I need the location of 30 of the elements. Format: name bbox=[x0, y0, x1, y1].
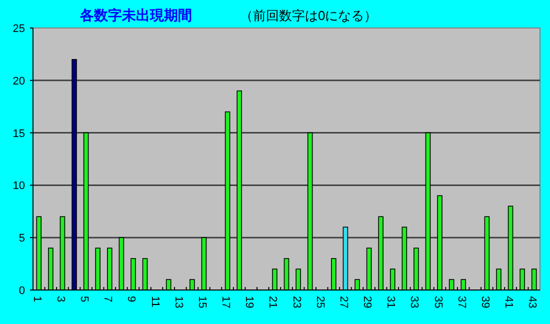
x-tick-label: 21 bbox=[266, 296, 279, 308]
x-tick-label: 19 bbox=[243, 296, 256, 308]
x-tick-label: 25 bbox=[314, 296, 326, 308]
x-tick-label: 17 bbox=[220, 296, 232, 308]
x-tick-label: 1 bbox=[30, 296, 43, 302]
x-tick-label: 29 bbox=[361, 296, 374, 308]
x-tick-label: 43 bbox=[526, 296, 538, 308]
x-tick-label: 41 bbox=[502, 296, 515, 308]
x-tick-label: 9 bbox=[125, 296, 138, 302]
x-tick-label: 33 bbox=[408, 296, 420, 308]
y-tick-label: 5 bbox=[18, 232, 25, 245]
x-tick-label: 27 bbox=[337, 296, 350, 308]
y-tick-label: 10 bbox=[12, 180, 25, 192]
x-tick-label: 35 bbox=[432, 296, 444, 308]
x-tick-label: 37 bbox=[455, 296, 468, 308]
x-tick-label: 15 bbox=[196, 296, 208, 308]
x-tick-label: 5 bbox=[78, 296, 90, 302]
y-tick-label: 15 bbox=[12, 128, 25, 140]
x-tick-label: 31 bbox=[384, 296, 397, 308]
x-tick-label: 23 bbox=[290, 296, 302, 308]
x-tick-label: 39 bbox=[478, 296, 491, 308]
x-tick-label: 3 bbox=[54, 296, 66, 302]
y-tick-label: 0 bbox=[18, 285, 25, 297]
x-tick-label: 11 bbox=[148, 296, 161, 308]
y-tick-label: 20 bbox=[12, 75, 25, 88]
chart-subtitle: （前回数字は0になる） bbox=[240, 8, 378, 23]
chart-title: 各数字未出現期間 bbox=[79, 7, 192, 23]
y-tick-label: 25 bbox=[12, 23, 25, 35]
x-tick-label: 13 bbox=[172, 296, 184, 308]
x-tick-label: 7 bbox=[102, 296, 114, 302]
